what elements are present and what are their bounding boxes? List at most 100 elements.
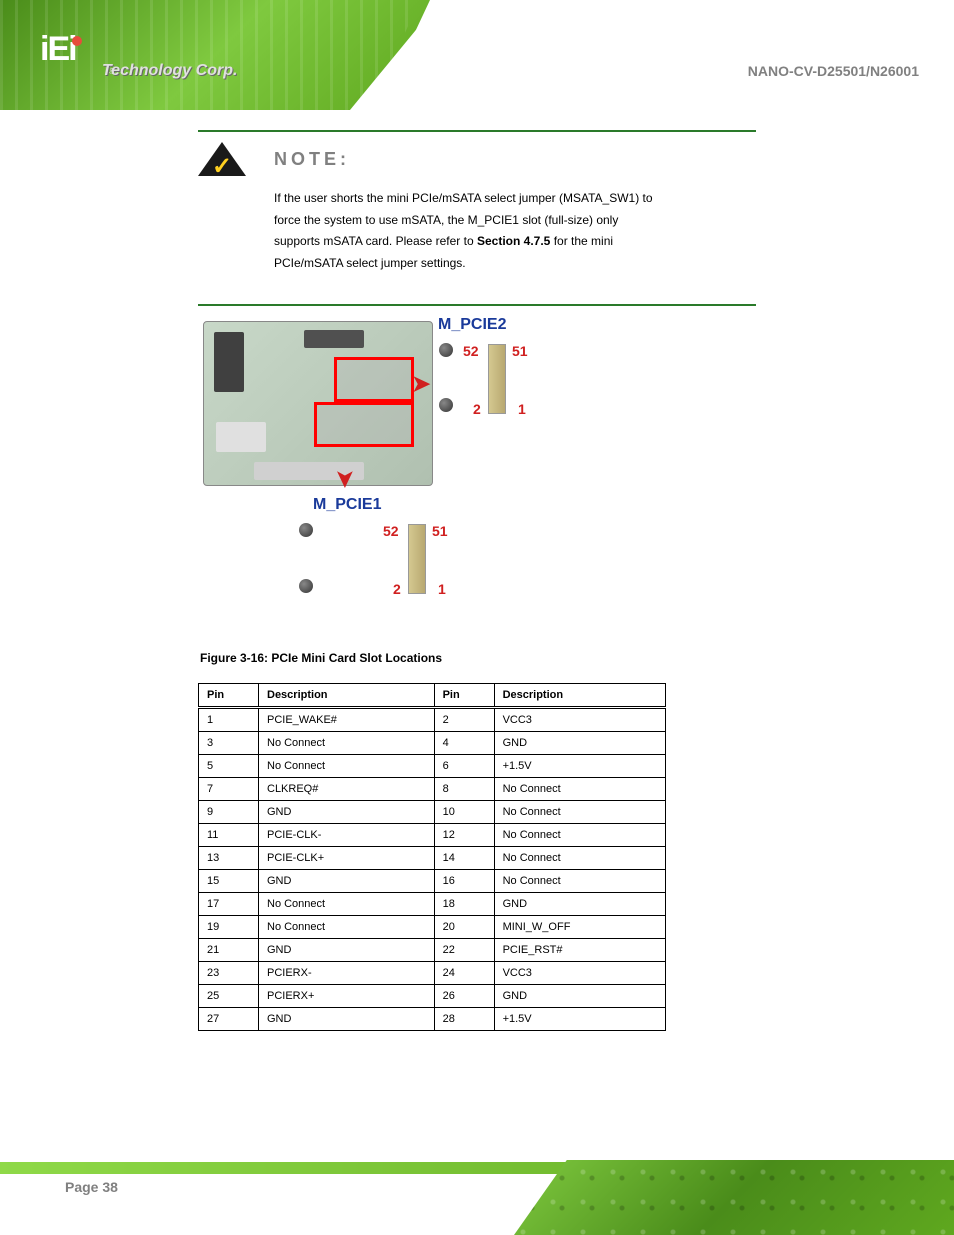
table-cell: 1 [199, 708, 259, 732]
table-row: 15GND16No Connect [199, 870, 666, 893]
logo-text: iEi [40, 30, 76, 68]
table-cell: PCIE-CLK+ [259, 847, 435, 870]
note-title: NOTE: [274, 149, 350, 170]
header-swoosh [350, 0, 954, 110]
pin-2-label: 2 [393, 581, 401, 597]
table-cell: No Connect [259, 893, 435, 916]
table-row: 19No Connect20MINI_W_OFF [199, 916, 666, 939]
table-cell: 10 [434, 801, 494, 824]
standoff-icon [299, 523, 313, 537]
table-cell: No Connect [494, 824, 665, 847]
table-cell: No Connect [494, 778, 665, 801]
table-cell: 21 [199, 939, 259, 962]
connector-chip-icon [408, 524, 426, 594]
table-cell: 20 [434, 916, 494, 939]
table-cell: 12 [434, 824, 494, 847]
table-row: 17No Connect18GND [199, 893, 666, 916]
pin-1-label: 1 [518, 401, 526, 417]
board-chip [304, 330, 364, 348]
table-cell: No Connect [494, 801, 665, 824]
note-line-1: If the user shorts the mini PCIe/mSATA s… [274, 191, 653, 205]
table-cell: 7 [199, 778, 259, 801]
table-cell: 14 [434, 847, 494, 870]
table-cell: 17 [199, 893, 259, 916]
table-cell: CLKREQ# [259, 778, 435, 801]
table-cell: 25 [199, 985, 259, 1008]
table-cell: PCIERX+ [259, 985, 435, 1008]
table-cell: GND [494, 985, 665, 1008]
table-header: Description [259, 684, 435, 708]
footer-pcb-overlay [514, 1160, 954, 1235]
table-header: Pin [434, 684, 494, 708]
note-line-2: force the system to use mSATA, the M_PCI… [274, 213, 618, 227]
table-cell: 16 [434, 870, 494, 893]
table-cell: GND [259, 1008, 435, 1031]
table-cell: 3 [199, 732, 259, 755]
note-text: If the user shorts the mini PCIe/mSATA s… [198, 188, 756, 274]
table-row: 25PCIERX+26GND [199, 985, 666, 1008]
footer-banner: Page 38 [0, 1140, 954, 1235]
table-cell: No Connect [494, 870, 665, 893]
table-cell: PCIE-CLK- [259, 824, 435, 847]
pinout-table: Pin Description Pin Description 1PCIE_WA… [198, 683, 666, 1031]
table-cell: MINI_W_OFF [494, 916, 665, 939]
table-row: 5No Connect6+1.5V [199, 755, 666, 778]
table-cell: GND [494, 732, 665, 755]
mpcie2-label: M_PCIE2 [438, 316, 506, 334]
note-header: ✓ NOTE: [198, 142, 756, 176]
table-cell: PCIERX- [259, 962, 435, 985]
figure-caption: Figure 3-16: PCIe Mini Card Slot Locatio… [200, 651, 756, 665]
checkmark-icon: ✓ [212, 152, 232, 181]
connector-chip-icon [488, 344, 506, 414]
table-cell: 23 [199, 962, 259, 985]
standoff-icon [439, 343, 453, 357]
table-header: Pin [199, 684, 259, 708]
table-cell: 18 [434, 893, 494, 916]
mpcie1-label: M_PCIE1 [313, 496, 381, 514]
table-header: Description [494, 684, 665, 708]
table-cell: 15 [199, 870, 259, 893]
logo-dot [72, 36, 82, 46]
table-cell: VCC3 [494, 708, 665, 732]
table-cell: 22 [434, 939, 494, 962]
table-cell: No Connect [494, 847, 665, 870]
logo: iEi [40, 30, 82, 69]
table-row: 23PCIERX-24VCC3 [199, 962, 666, 985]
table-cell: GND [259, 801, 435, 824]
note-icon: ✓ [198, 142, 246, 176]
table-row: 3No Connect4GND [199, 732, 666, 755]
table-row: 27GND28+1.5V [199, 1008, 666, 1031]
table-cell: 6 [434, 755, 494, 778]
note-line-3: supports mSATA card. Please refer to [274, 234, 477, 248]
table-cell: +1.5V [494, 755, 665, 778]
technology-corp-text: Technology Corp. [102, 62, 237, 80]
table-cell: PCIE_WAKE# [259, 708, 435, 732]
highlight-mpcie1 [314, 402, 414, 447]
pin-2-label: 2 [473, 401, 481, 417]
table-row: 21GND22PCIE_RST# [199, 939, 666, 962]
board-chip [216, 422, 266, 452]
pin-1-label: 1 [438, 581, 446, 597]
header-banner: iEi ® Technology Corp. NANO-CV-D25501/N2… [0, 0, 954, 110]
table-cell: 13 [199, 847, 259, 870]
table-row: 11PCIE-CLK-12No Connect [199, 824, 666, 847]
pin-52-label: 52 [383, 523, 399, 539]
table-cell: No Connect [259, 916, 435, 939]
note-box: ✓ NOTE: If the user shorts the mini PCIe… [198, 130, 756, 306]
arrow-down-icon: ➤ [332, 470, 358, 488]
note-section-ref: Section 4.7.5 [477, 234, 550, 248]
page-content: ✓ NOTE: If the user shorts the mini PCIe… [0, 110, 954, 1031]
table-cell: No Connect [259, 732, 435, 755]
board-chip [214, 332, 244, 392]
table-cell: GND [259, 870, 435, 893]
table-cell: 2 [434, 708, 494, 732]
table-cell: PCIE_RST# [494, 939, 665, 962]
table-cell: 8 [434, 778, 494, 801]
product-name: NANO-CV-D25501/N26001 [748, 63, 919, 79]
note-line-4: PCIe/mSATA select jumper settings. [274, 256, 466, 270]
table-cell: VCC3 [494, 962, 665, 985]
page-number: Page 38 [65, 1179, 118, 1195]
pin-51-label: 51 [432, 523, 448, 539]
table-cell: 26 [434, 985, 494, 1008]
highlight-mpcie2 [334, 357, 414, 402]
